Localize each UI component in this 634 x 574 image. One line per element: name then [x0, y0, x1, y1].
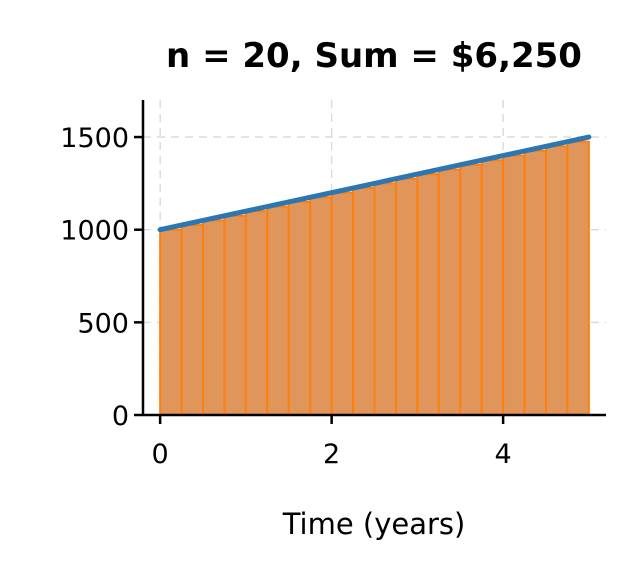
chart-title: n = 20, Sum = $6,250	[166, 36, 582, 76]
x-tick-label: 4	[495, 439, 512, 470]
bar	[544, 145, 569, 417]
bar	[502, 154, 526, 417]
bar	[180, 224, 205, 416]
bar	[394, 177, 419, 416]
bar	[159, 228, 183, 416]
bar	[437, 168, 462, 416]
bar	[309, 196, 333, 416]
bar	[266, 205, 290, 416]
x-axis-label: Time (years)	[282, 507, 466, 541]
bar	[416, 173, 440, 416]
bar	[459, 163, 483, 416]
bar	[523, 149, 547, 417]
bar	[330, 191, 355, 416]
y-tick-label: 500	[77, 308, 129, 339]
bar	[223, 214, 247, 416]
bar	[480, 159, 505, 416]
x-tick-label: 2	[323, 439, 340, 470]
axes	[141, 100, 606, 417]
y-tick-label: 0	[112, 401, 129, 432]
bar	[373, 182, 397, 416]
bar	[202, 219, 226, 416]
x-tick-label: 0	[152, 439, 169, 470]
series-line	[157, 134, 592, 233]
y-tick-label: 1500	[60, 123, 129, 154]
bar	[352, 187, 376, 416]
bar	[566, 140, 590, 417]
y-tick-label: 1000	[60, 216, 129, 247]
bar	[244, 210, 269, 416]
ticks: 0 2 4 0 500 1000 1500	[60, 123, 511, 470]
bar	[287, 200, 312, 416]
